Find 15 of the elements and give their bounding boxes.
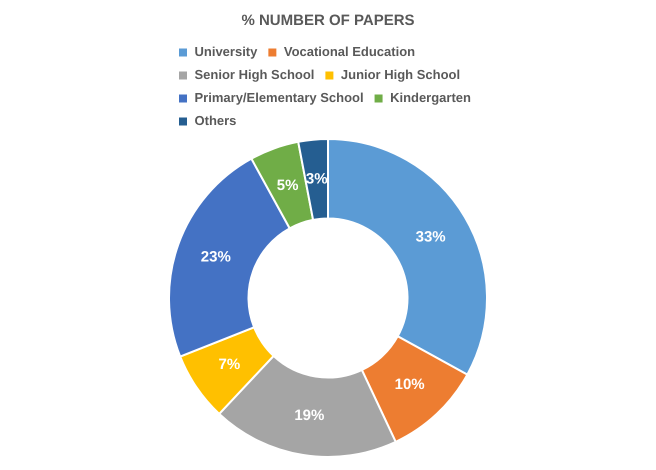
legend-label: University xyxy=(194,44,258,60)
legend-label: Senior High School xyxy=(194,67,314,82)
data-label: 23% xyxy=(200,248,231,266)
legend-label: Primary/Elementary School xyxy=(194,90,364,106)
legend-label: Kindergarten xyxy=(390,90,472,106)
data-label: 7% xyxy=(218,356,240,374)
data-label: 5% xyxy=(276,176,298,194)
legend-label: Vocational Education xyxy=(284,44,416,60)
data-label: 19% xyxy=(294,406,324,424)
legend-label: Others xyxy=(194,113,236,128)
legend-label: Junior High School xyxy=(340,67,460,82)
data-label: 10% xyxy=(394,376,425,394)
chart-title: % NUMBER OF PAPERS xyxy=(241,12,415,30)
data-label: 33% xyxy=(416,228,446,246)
data-label: 3% xyxy=(306,170,328,188)
